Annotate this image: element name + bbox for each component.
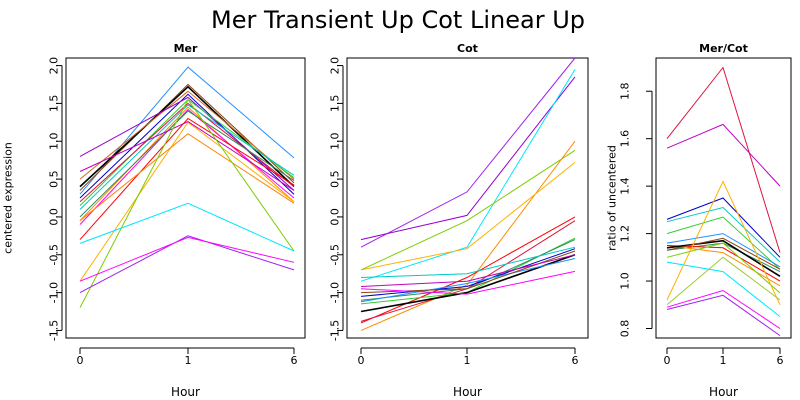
y-tick-label: -1.0 <box>48 282 61 303</box>
x-tick-label: 0 <box>664 354 671 367</box>
series-line <box>666 294 781 337</box>
y-tick-label: -0.5 <box>48 244 61 265</box>
x-axis-label: Hour <box>453 385 482 399</box>
series-line <box>79 66 295 195</box>
series-line <box>666 289 781 329</box>
panel-3: Mer/Cot 0 1 6 Hour 0.8 1.0 1.2 1.4 1.6 1.8 ratio of… <box>606 42 792 399</box>
series-line <box>666 197 781 258</box>
y-tick-label: 0.8 <box>619 320 632 338</box>
series-line <box>79 93 295 199</box>
figure-title: Mer Transient Up Cot Linear Up <box>211 6 585 34</box>
series-line <box>360 216 576 324</box>
series-line <box>360 69 576 282</box>
x-tick-label: 1 <box>720 354 727 367</box>
series-line <box>79 236 295 282</box>
series-line <box>79 202 295 252</box>
panel-title: Mer/Cot <box>699 42 748 55</box>
series-line <box>79 121 295 191</box>
series-line <box>79 121 295 282</box>
y-tick-label: 0.0 <box>48 208 61 226</box>
series-line <box>79 117 295 240</box>
series-line <box>360 57 576 248</box>
series-line <box>360 140 576 331</box>
series-line <box>79 102 295 203</box>
y-tick-label: 0.5 <box>48 170 61 188</box>
x-axis-label: Hour <box>709 385 738 399</box>
series-line <box>666 216 781 270</box>
series-line <box>79 235 295 294</box>
series-line <box>79 85 295 188</box>
y-axis-label: centered expression <box>2 142 15 254</box>
series-line <box>79 104 295 210</box>
y-tick-label: 1.0 <box>619 272 632 290</box>
y-tick-label: 0.5 <box>329 170 342 188</box>
series-line <box>79 108 295 225</box>
y-tick-label: 1.8 <box>619 82 632 100</box>
series-line <box>666 237 781 270</box>
x-tick-label: 1 <box>185 354 192 367</box>
series-line <box>360 248 576 297</box>
series-line <box>666 233 781 268</box>
panel-1: Mer 0 1 6 Hour -1.5 -1.0 -0.5 0.0 0.5 1.0 1.5 2.0 cen… <box>2 42 306 399</box>
panel-title: Cot <box>457 42 478 55</box>
x-tick-label: 1 <box>464 354 471 367</box>
series-line <box>360 149 576 271</box>
y-tick-label: 1.5 <box>329 95 342 113</box>
series-line <box>666 256 781 306</box>
series-line <box>666 245 781 287</box>
y-tick-label: -1.5 <box>48 320 61 341</box>
x-tick-label: 6 <box>777 354 784 367</box>
x-axis-label: Hour <box>171 385 200 399</box>
series-line <box>666 261 781 317</box>
series-line <box>666 180 781 306</box>
y-tick-label: 1.0 <box>48 132 61 150</box>
series-line <box>666 206 781 263</box>
y-tick-label: 0.0 <box>329 208 342 226</box>
series-line <box>360 254 576 313</box>
series-line <box>360 76 576 241</box>
series-line <box>79 90 295 180</box>
series-line <box>360 270 576 295</box>
series-line <box>666 123 781 187</box>
y-tick-label: 1.6 <box>619 130 632 148</box>
panel-2: Cot 0 1 6 Hour -1.5 -1.0 -0.5 0.0 0.5 1.0 1.5 2.0 <box>329 42 589 399</box>
y-axis-label: ratio of uncentered <box>606 145 619 251</box>
series-line <box>360 162 576 271</box>
series-line <box>79 106 295 222</box>
series-line <box>79 133 295 222</box>
panel-title: Mer <box>174 42 198 55</box>
series-line <box>666 66 781 253</box>
series-line <box>360 254 576 287</box>
y-tick-label: 1.0 <box>329 132 342 150</box>
y-tick-label: -1.5 <box>329 320 342 341</box>
series-line <box>360 258 576 303</box>
y-tick-label: 1.2 <box>619 225 632 243</box>
series-line <box>666 242 781 294</box>
x-tick-label: 0 <box>77 354 84 367</box>
y-tick-label: 1.4 <box>619 177 632 195</box>
plot-frame <box>346 57 589 339</box>
y-tick-label: -0.5 <box>329 244 342 265</box>
y-tick-label: 2.0 <box>48 57 61 75</box>
x-tick-label: 0 <box>358 354 365 367</box>
y-tick-label: 1.5 <box>48 95 61 113</box>
y-tick-label: -1.0 <box>329 282 342 303</box>
x-tick-label: 6 <box>291 354 298 367</box>
series-line <box>360 246 576 278</box>
plot-frame <box>65 57 306 339</box>
x-tick-label: 6 <box>572 354 579 367</box>
series-line <box>79 98 295 308</box>
plot-frame <box>655 57 792 339</box>
y-tick-label: 2.0 <box>329 57 342 75</box>
series-line <box>79 110 295 218</box>
